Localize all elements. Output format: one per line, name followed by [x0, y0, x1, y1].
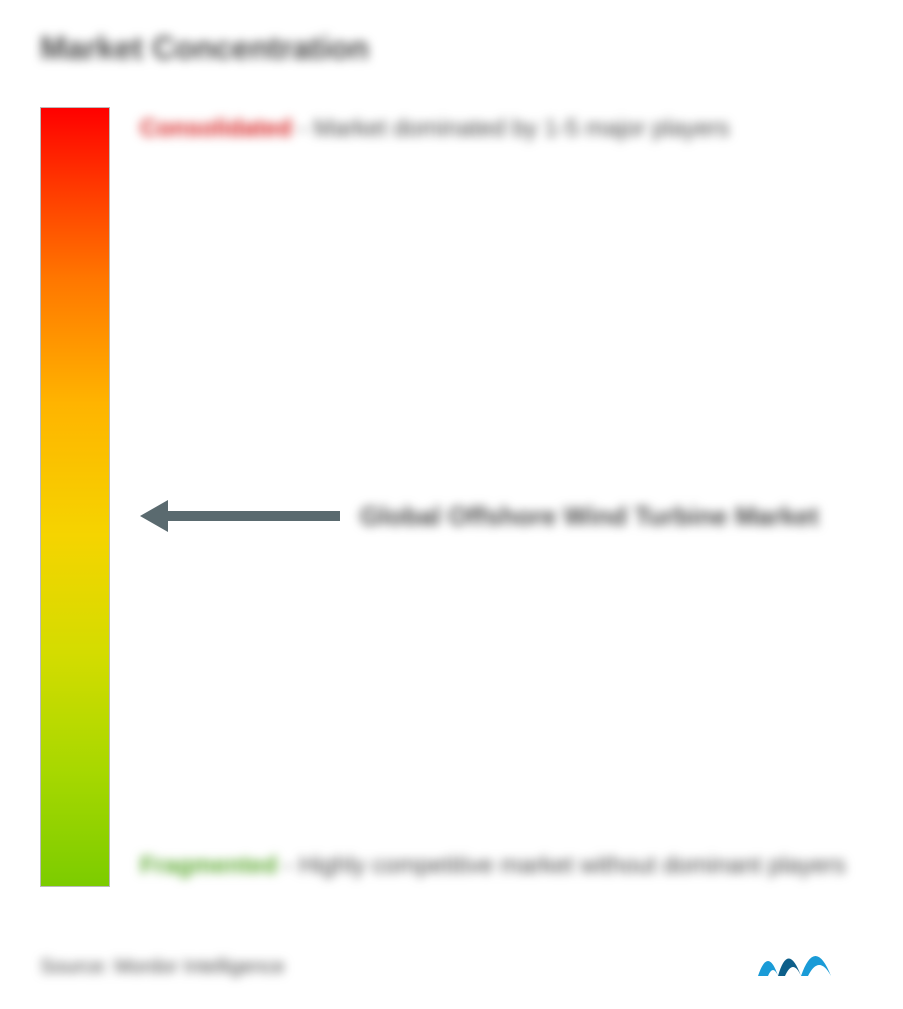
- source-attribution: Source: Mordor Intelligence: [40, 956, 285, 979]
- consolidated-label: Consolidated: [140, 115, 292, 142]
- consolidated-rest: - Market dominated by 1-5 major players: [299, 115, 730, 142]
- market-name-label: Global Offshore Wind Turbine Market: [360, 497, 819, 536]
- page-title: Market Concentration: [40, 30, 863, 67]
- fragmented-rest: - Highly competitive market without domi…: [284, 852, 846, 879]
- arrow-left-icon: [140, 492, 345, 540]
- content-area: Consolidated - Market dominated by 1-5 m…: [40, 107, 863, 887]
- concentration-gradient-bar: [40, 107, 110, 887]
- descriptions-column: Consolidated - Market dominated by 1-5 m…: [140, 107, 863, 887]
- brand-logo-icon: [753, 936, 843, 984]
- fragmented-label: Fragmented: [140, 852, 277, 879]
- market-position-indicator: Global Offshore Wind Turbine Market: [140, 492, 863, 540]
- consolidated-description: Consolidated - Market dominated by 1-5 m…: [140, 107, 863, 150]
- fragmented-description: Fragmented - Highly competitive market w…: [140, 844, 863, 887]
